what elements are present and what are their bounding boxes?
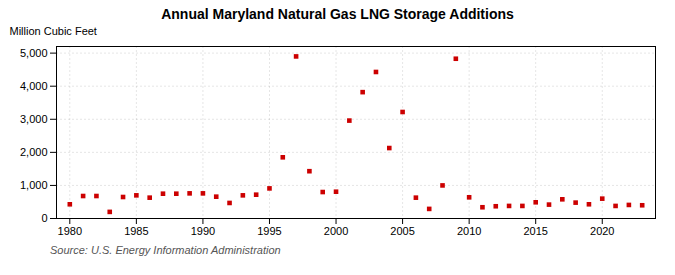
svg-text:1990: 1990 [191, 225, 215, 237]
svg-text:1985: 1985 [124, 225, 148, 237]
svg-text:1980: 1980 [58, 225, 82, 237]
svg-text:Million Cubic Feet: Million Cubic Feet [10, 25, 97, 37]
svg-text:4,000: 4,000 [20, 80, 48, 92]
svg-text:2005: 2005 [390, 225, 414, 237]
svg-text:2020: 2020 [590, 225, 614, 237]
svg-text:5,000: 5,000 [20, 47, 48, 59]
svg-text:2,000: 2,000 [20, 146, 48, 158]
svg-text:1995: 1995 [257, 225, 281, 237]
svg-text:1,000: 1,000 [20, 179, 48, 191]
svg-text:2000: 2000 [324, 225, 348, 237]
html-text:Source: U.S. Energy Informatio: Source: U.S. Energy Information Administ… [50, 244, 281, 256]
svg-text:3,000: 3,000 [20, 113, 48, 125]
svg-text:2010: 2010 [457, 225, 481, 237]
html-text:Annual Maryland Natural Gas LN: Annual Maryland Natural Gas LNG Storage … [161, 6, 514, 22]
svg-text:2015: 2015 [523, 225, 547, 237]
svg-text:0: 0 [41, 212, 47, 224]
